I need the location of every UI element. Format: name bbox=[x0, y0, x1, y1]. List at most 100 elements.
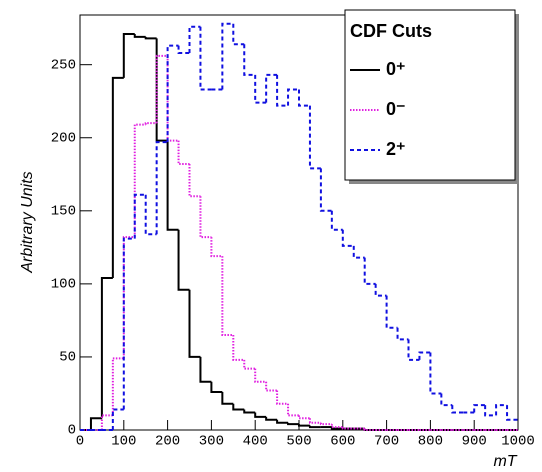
histogram-step bbox=[221, 22, 234, 90]
histogram-step bbox=[319, 168, 332, 212]
histogram-step bbox=[122, 236, 135, 359]
histogram-step bbox=[221, 256, 234, 337]
y-tick-label: 250 bbox=[51, 57, 76, 73]
histogram-step bbox=[166, 140, 179, 231]
histogram-step bbox=[473, 404, 486, 413]
histogram-step bbox=[276, 419, 289, 424]
histogram-step bbox=[330, 427, 343, 430]
histogram-step bbox=[144, 122, 157, 125]
x-tick-label: 400 bbox=[243, 434, 268, 450]
histogram-step bbox=[133, 193, 146, 239]
x-tick-label: 900 bbox=[462, 434, 487, 450]
histogram-step bbox=[155, 141, 168, 235]
histogram-step bbox=[341, 229, 354, 247]
histogram-step bbox=[210, 237, 223, 258]
x-tick-label: 200 bbox=[155, 434, 180, 450]
x-tick-label: 1000 bbox=[501, 434, 535, 450]
histogram-step bbox=[155, 38, 168, 142]
legend-title: CDF Cuts bbox=[350, 21, 432, 41]
x-axis-label: mT bbox=[493, 453, 517, 470]
histogram-step bbox=[276, 74, 289, 107]
histogram-step bbox=[363, 257, 376, 285]
histogram-step bbox=[111, 76, 124, 279]
histogram-step bbox=[254, 368, 267, 383]
histogram-step bbox=[177, 140, 190, 166]
histogram-step bbox=[396, 327, 409, 341]
y-tick-label: 0 bbox=[68, 423, 76, 439]
histogram-step bbox=[232, 335, 245, 361]
histogram-step bbox=[484, 405, 497, 417]
legend-label: 0⁻ bbox=[386, 99, 406, 119]
x-tick-label: 100 bbox=[111, 434, 136, 450]
histogram-step bbox=[308, 425, 321, 429]
histogram-step bbox=[188, 289, 201, 358]
x-tick-label: 700 bbox=[374, 434, 399, 450]
histogram-step bbox=[298, 415, 310, 420]
y-tick-label: 50 bbox=[59, 350, 76, 366]
histogram-step bbox=[89, 417, 102, 430]
histogram-step bbox=[374, 283, 387, 297]
histogram-step bbox=[429, 352, 442, 395]
histogram-step bbox=[440, 393, 453, 407]
x-tick-label: 300 bbox=[199, 434, 224, 450]
histogram-step bbox=[298, 89, 310, 107]
x-tick-label: 0 bbox=[76, 434, 84, 450]
y-tick-label: 150 bbox=[51, 204, 76, 220]
histogram-step bbox=[363, 428, 376, 431]
histogram-step bbox=[298, 424, 310, 427]
histogram-step bbox=[155, 54, 168, 124]
y-tick-label: 200 bbox=[51, 130, 76, 146]
histogram-step bbox=[341, 427, 354, 430]
histogram-step bbox=[243, 359, 256, 370]
histogram-step bbox=[254, 74, 267, 104]
histogram-step bbox=[276, 390, 289, 405]
histogram-step bbox=[330, 424, 343, 429]
legend-label: 0⁺ bbox=[386, 59, 406, 79]
histogram-step bbox=[506, 405, 518, 421]
x-tick-label: 800 bbox=[418, 434, 443, 450]
histogram-step bbox=[265, 73, 278, 103]
histogram-step bbox=[100, 277, 113, 419]
histogram-step bbox=[407, 339, 420, 361]
histogram-step bbox=[166, 44, 179, 143]
histogram-step bbox=[385, 295, 398, 329]
histogram-step bbox=[111, 408, 124, 430]
histogram-step bbox=[210, 381, 223, 394]
legend-label: 2⁺ bbox=[386, 139, 406, 159]
histogram-step bbox=[232, 23, 245, 46]
histogram-step bbox=[495, 404, 508, 416]
histogram-step bbox=[254, 412, 267, 418]
histogram-step bbox=[144, 36, 157, 40]
histogram-step bbox=[133, 33, 146, 38]
histogram-step bbox=[308, 105, 321, 170]
histogram-step bbox=[418, 351, 431, 360]
x-tick-label: 500 bbox=[286, 434, 311, 450]
y-axis-label: Arbitrary Units bbox=[19, 171, 36, 273]
histogram-step bbox=[122, 32, 135, 78]
histogram-step bbox=[144, 194, 157, 236]
histogram-step bbox=[265, 416, 278, 421]
histogram-step bbox=[188, 25, 201, 53]
histogram-step bbox=[177, 45, 190, 54]
histogram-step bbox=[166, 55, 179, 142]
histogram-step bbox=[451, 405, 464, 414]
histogram-step bbox=[221, 392, 234, 405]
y-tick-label: 100 bbox=[51, 277, 76, 293]
histogram-step bbox=[243, 409, 256, 414]
histogram-step bbox=[199, 26, 212, 91]
histogram-step bbox=[308, 418, 321, 424]
histogram-step bbox=[287, 403, 299, 417]
histogram-step bbox=[199, 356, 212, 383]
histogram-step bbox=[122, 237, 135, 410]
histogram-step bbox=[188, 164, 201, 198]
x-tick-label: 600 bbox=[330, 434, 355, 450]
histogram-step bbox=[265, 381, 278, 392]
histogram-step bbox=[243, 44, 256, 76]
histogram-step bbox=[352, 245, 365, 259]
histogram-step bbox=[199, 196, 212, 239]
histogram-step bbox=[177, 229, 190, 291]
histogram-step bbox=[111, 357, 124, 416]
legend-box bbox=[344, 9, 516, 181]
histogram-step bbox=[133, 123, 146, 238]
